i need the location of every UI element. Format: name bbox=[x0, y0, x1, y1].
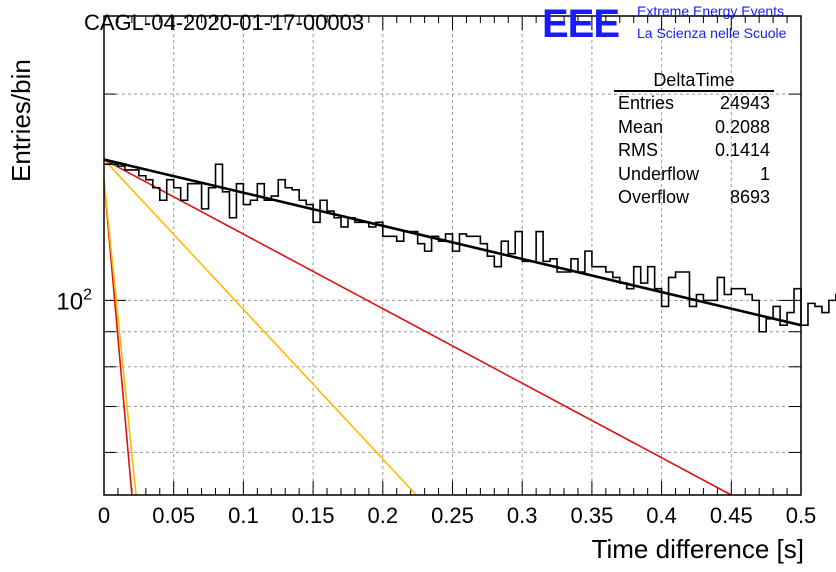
stats-label: Mean bbox=[618, 116, 664, 137]
stats-row: Underflow 1 bbox=[610, 163, 778, 187]
stats-label: Underflow bbox=[618, 163, 700, 184]
stats-value: 24943 bbox=[719, 93, 770, 113]
fit-mid-yellow bbox=[103, 159, 417, 496]
y-axis-label: Entries/bin bbox=[6, 59, 36, 182]
stats-title: DeltaTime bbox=[614, 70, 774, 92]
x-tick-label: 0.05 bbox=[152, 503, 195, 528]
logo-line-1: Extreme Energy Events bbox=[637, 3, 785, 19]
stats-label: RMS bbox=[618, 140, 658, 160]
stats-label: Entries bbox=[618, 93, 675, 113]
eee-logo: EEE bbox=[542, 2, 620, 46]
axis-ticks bbox=[103, 16, 802, 495]
x-tick-label: 0.25 bbox=[431, 503, 474, 528]
stats-value: 1 bbox=[759, 163, 770, 184]
x-tick-label: 0.1 bbox=[228, 503, 259, 528]
stats-box: DeltaTime Entries 24943 Mean 0.2088 RMS 0.1… bbox=[610, 70, 778, 210]
fit-fast-yellow bbox=[103, 179, 137, 496]
x-tick-label: 0.15 bbox=[292, 503, 335, 528]
plot-title: CAGL-04-2020-01-17-00003 bbox=[84, 10, 365, 35]
x-tick-label: 0.2 bbox=[368, 503, 399, 528]
x-tick-label: 0 bbox=[98, 503, 110, 528]
x-tick-label: 0.35 bbox=[570, 503, 613, 528]
fit-slow-red bbox=[103, 158, 732, 496]
x-tick-label: 0.45 bbox=[710, 503, 753, 528]
x-tick-labels: 0 0.05 0.1 0.15 0.2 0.25 0.3 0.35 0.4 0.45 0.5 bbox=[98, 503, 816, 528]
y-tick-labels: 102 bbox=[56, 286, 92, 315]
logo-line-2: La Scienza nelle Scuole bbox=[637, 25, 787, 41]
y-tick-label: 102 bbox=[56, 286, 92, 315]
stats-row: Entries 24943 bbox=[610, 92, 778, 116]
stats-label: Overflow bbox=[618, 187, 690, 207]
stats-row: Mean 0.2088 bbox=[610, 116, 778, 140]
stats-row: Overflow 8693 bbox=[610, 186, 778, 210]
x-axis-label: Time difference [s] bbox=[591, 534, 804, 564]
x-tick-label: 0.5 bbox=[786, 503, 817, 528]
plot-frame bbox=[103, 15, 802, 496]
grid bbox=[104, 16, 801, 495]
stats-value: 8693 bbox=[729, 187, 770, 207]
x-tick-label: 0.3 bbox=[507, 503, 538, 528]
stats-value: 0.2088 bbox=[714, 116, 770, 137]
stats-row: RMS 0.1414 bbox=[610, 139, 778, 163]
x-tick-label: 0.4 bbox=[646, 503, 677, 528]
stats-value: 0.1414 bbox=[714, 140, 770, 160]
